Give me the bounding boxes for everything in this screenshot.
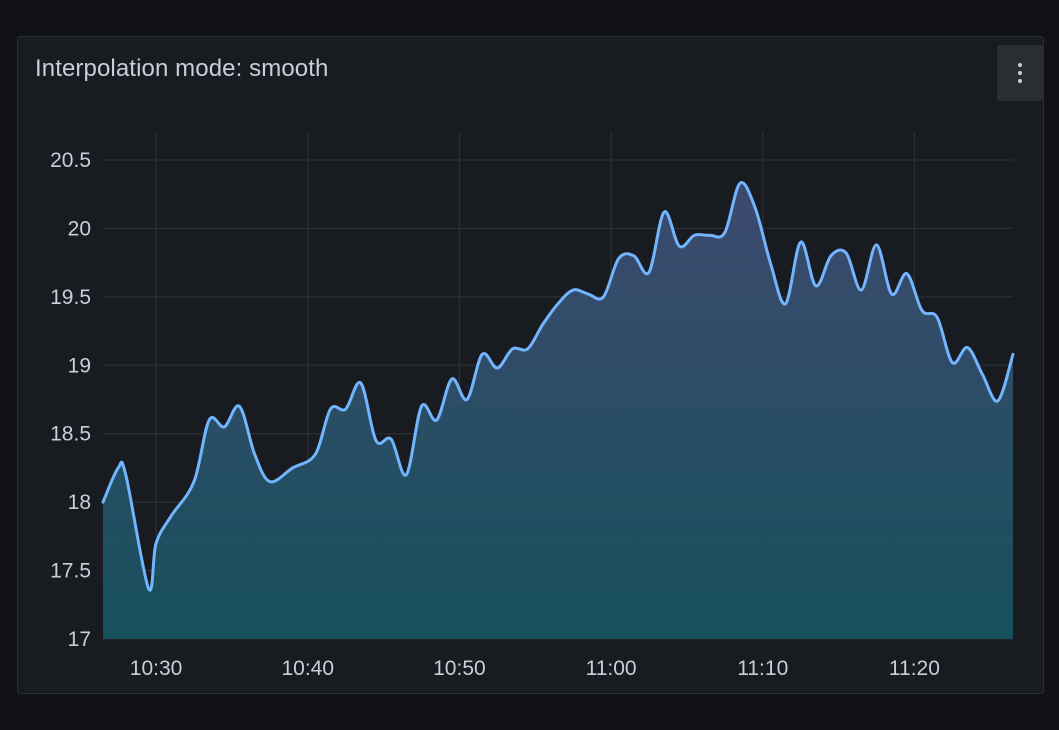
kebab-menu-icon: [1018, 71, 1022, 75]
kebab-menu-icon: [1018, 79, 1022, 83]
series-area: [103, 182, 1013, 639]
x-tick-label: 11:00: [586, 657, 637, 680]
y-axis: 17 17.5 18 18.5 19 19.5 20 20.5: [50, 149, 91, 651]
y-tick-label: 17: [68, 628, 91, 651]
x-axis: 10:30 10:40 10:50 11:00 11:10 11:20: [130, 657, 940, 680]
y-tick-label: 18: [68, 491, 91, 514]
panel-title: Interpolation mode: smooth: [35, 55, 329, 82]
series-line: [101, 181, 1015, 592]
y-tick-label: 19: [68, 354, 91, 377]
y-tick-label: 20.5: [50, 149, 91, 172]
x-tick-label: 11:20: [889, 657, 940, 680]
x-tick-label: 10:50: [433, 657, 486, 680]
y-tick-label: 18.5: [50, 423, 91, 446]
x-tick-label: 10:40: [281, 657, 334, 680]
y-tick-label: 20: [68, 217, 91, 240]
kebab-menu-icon: [1018, 63, 1022, 67]
x-tick-label: 11:10: [737, 657, 788, 680]
x-tick-label: 10:30: [130, 657, 183, 680]
y-tick-label: 17.5: [50, 560, 91, 583]
panel-menu-button[interactable]: [997, 45, 1043, 101]
y-tick-label: 19.5: [50, 286, 91, 309]
